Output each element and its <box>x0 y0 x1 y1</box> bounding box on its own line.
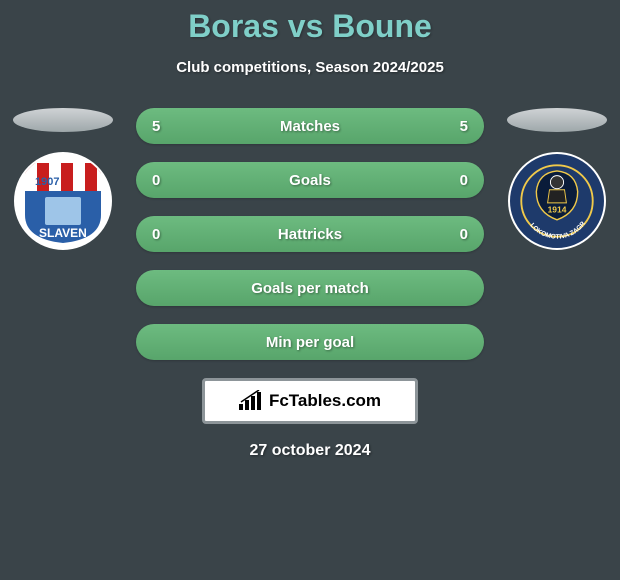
stat-row: 0 Hattricks 0 <box>136 216 484 252</box>
stat-label: Goals per match <box>251 280 369 297</box>
right-club-crest: 1914 NK LOKOMOTIVA ZAGREB <box>508 152 606 250</box>
svg-text:SLAVEN: SLAVEN <box>39 226 87 240</box>
stat-right-value: 0 <box>460 226 468 243</box>
stat-left-value: 0 <box>152 226 160 243</box>
stat-label: Hattricks <box>278 226 342 243</box>
stat-row: 0 Goals 0 <box>136 162 484 198</box>
brand-logo: FcTables.com <box>202 378 418 424</box>
left-ellipse <box>13 108 113 132</box>
svg-text:1907: 1907 <box>35 176 59 188</box>
date-text: 27 october 2024 <box>0 442 620 460</box>
stat-right-value: 0 <box>460 172 468 189</box>
subtitle: Club competitions, Season 2024/2025 <box>0 59 620 76</box>
right-club-column: 1914 NK LOKOMOTIVA ZAGREB <box>502 108 612 250</box>
right-ellipse <box>507 108 607 132</box>
left-club-column: 1907 SLAVEN <box>8 108 118 250</box>
stat-label: Goals <box>289 172 331 189</box>
stat-row: Goals per match <box>136 270 484 306</box>
bar-chart-icon <box>239 390 263 412</box>
stat-right-value: 5 <box>460 118 468 135</box>
stat-left-value: 5 <box>152 118 160 135</box>
stat-left-value: 0 <box>152 172 160 189</box>
left-club-crest: 1907 SLAVEN <box>14 152 112 250</box>
slaven-crest-icon: 1907 SLAVEN <box>17 155 109 247</box>
page-title: Boras vs Boune <box>0 8 620 45</box>
stats-list: 5 Matches 5 0 Goals 0 0 Hattricks 0 Goal… <box>136 108 484 360</box>
svg-text:1914: 1914 <box>548 204 567 214</box>
comparison-panel: 1907 SLAVEN 5 Matches 5 0 Goals 0 0 Hatt… <box>0 108 620 360</box>
stat-row: Min per goal <box>136 324 484 360</box>
stat-row: 5 Matches 5 <box>136 108 484 144</box>
stat-label: Min per goal <box>266 334 354 351</box>
lokomotiva-crest-icon: 1914 NK LOKOMOTIVA ZAGREB <box>510 152 604 250</box>
brand-text: FcTables.com <box>269 391 381 411</box>
stat-label: Matches <box>280 118 340 135</box>
